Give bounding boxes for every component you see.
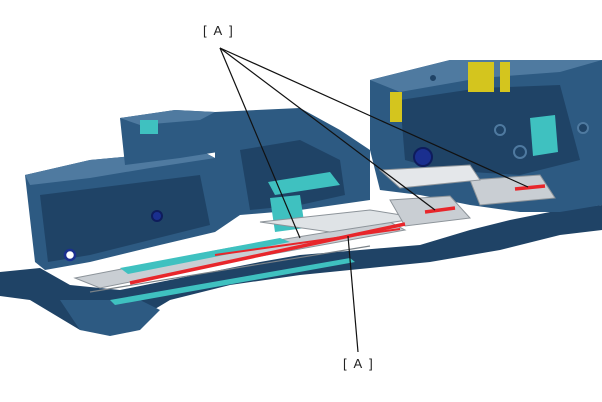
red-marker-mid	[424, 206, 456, 214]
callout-label-bottom: [ A ]	[343, 356, 375, 371]
teal-rail-1	[120, 238, 290, 274]
rail-edge	[89, 245, 371, 293]
rail-plate-far-right	[469, 174, 556, 206]
yellow-panel-1	[468, 62, 494, 92]
screw-hole-4	[513, 145, 527, 159]
screw-hole-5	[494, 124, 506, 136]
yellow-post	[390, 92, 402, 122]
leader-line-4	[347, 235, 359, 353]
leader-line-2	[219, 47, 436, 211]
yellow-panel-2	[500, 62, 510, 92]
screw-hole-7	[428, 73, 438, 83]
leader-line-1	[219, 47, 301, 239]
left-housing-inner	[40, 175, 210, 262]
teal-rail-2	[110, 258, 355, 305]
red-marker-long-2	[214, 228, 401, 256]
center-teal-block	[268, 172, 340, 195]
screw-hole-3	[413, 147, 433, 167]
screw-hole-6	[577, 122, 589, 134]
tray-front-lip	[60, 300, 160, 336]
teal-right-block	[530, 115, 558, 156]
callout-label-top: [ A ]	[203, 23, 235, 38]
rail-plate-flat	[378, 164, 481, 189]
red-marker-right	[514, 184, 546, 191]
teal-tab-left	[140, 120, 158, 134]
screw-hole-1	[151, 210, 163, 222]
leader-line-3	[219, 47, 529, 188]
screw-hole-2	[63, 248, 77, 262]
